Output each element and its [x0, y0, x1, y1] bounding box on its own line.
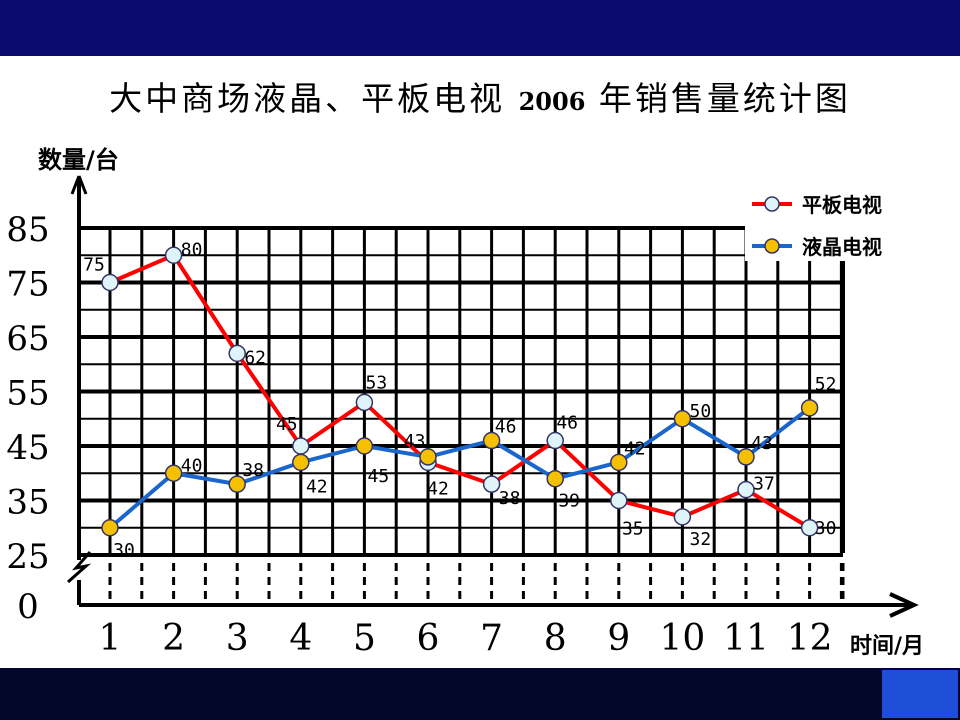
y-axis-arrow	[70, 175, 88, 195]
data-point-lcd-tv	[292, 453, 310, 472]
x-tick-label: 11	[723, 618, 769, 659]
x-tick-label: 1	[99, 618, 122, 659]
data-point-flat-tv	[737, 480, 755, 499]
data-label-lcd-tv: 42	[624, 438, 646, 459]
data-label-flat-tv: 37	[753, 474, 775, 495]
data-label-lcd-tv: 43.	[404, 431, 437, 452]
title-before: 大中商场液晶、平板电视	[109, 79, 506, 118]
data-point-lcd-tv	[737, 448, 755, 466]
data-label-lcd-tv: 30	[113, 540, 135, 561]
legend-swatch-marker	[764, 196, 780, 212]
data-label-flat-tv: 53	[366, 372, 388, 393]
title-after: 年销售量统计图	[598, 79, 851, 118]
x-axis-label: 时间/月	[850, 634, 924, 659]
legend-swatch-marker	[764, 238, 780, 254]
x-tick-label: 4	[289, 618, 312, 659]
data-label-lcd-tv: 50	[690, 401, 712, 422]
data-point-lcd-tv	[673, 410, 692, 428]
axis-break-mark	[67, 551, 92, 584]
data-label-flat-tv: 75	[83, 255, 105, 276]
data-label-lcd-tv: 46	[495, 417, 517, 438]
x-tick-label: 8	[544, 618, 567, 659]
series-line-flat-tv	[109, 253, 811, 530]
x-tick-label: 2	[162, 618, 185, 659]
data-point-flat-tv	[800, 519, 819, 537]
data-point-flat-tv	[546, 431, 564, 450]
series-line-lcd-tv	[108, 406, 811, 530]
y-tick-label: 85	[6, 210, 49, 250]
y-tick-label: 65	[6, 319, 49, 359]
x-tick-label: 7	[480, 618, 503, 659]
data-point-lcd-tv	[355, 437, 374, 455]
data-point-lcd-tv	[228, 475, 246, 493]
y-tick-label: 25	[6, 537, 49, 577]
data-label-flat-tv: 62	[244, 347, 266, 368]
data-label-lcd-tv: 38	[242, 460, 264, 481]
x-tick-label: 12	[787, 618, 833, 659]
series-lines	[108, 253, 811, 530]
data-label-flat-tv: 38	[499, 488, 521, 509]
y-tick-label: 0	[17, 587, 39, 627]
data-point-lcd-tv	[482, 431, 501, 450]
data-point-flat-tv	[482, 475, 501, 493]
data-point-flat-tv	[164, 246, 183, 264]
data-label-lcd-tv: 40	[181, 455, 203, 476]
x-tick-label: 6	[417, 618, 440, 659]
y-tick-label: 55	[6, 374, 49, 414]
axes	[67, 175, 919, 618]
x-tick-label: 3	[226, 618, 249, 659]
data-point-lcd-tv	[610, 453, 628, 472]
bottom-band	[0, 668, 960, 720]
data-point-lcd-tv	[164, 464, 183, 482]
data-label-lcd-tv: 52	[815, 374, 837, 395]
data-label-lcd-tv: 45	[368, 466, 390, 487]
legend-label: 液晶电视	[802, 235, 882, 259]
data-point-lcd-tv	[419, 448, 437, 466]
y-tick-label: 45	[6, 428, 49, 468]
data-point-flat-tv	[610, 491, 628, 510]
data-point-flat-tv	[292, 437, 310, 455]
data-label-flat-tv: 45	[276, 414, 298, 435]
data-point-lcd-tv	[546, 469, 564, 488]
chart-title: 大中商场液晶、平板电视 2006 年销售量统计图	[0, 72, 960, 120]
series-points	[101, 246, 819, 537]
data-label-lcd-tv: 43	[751, 433, 773, 454]
data-label-flat-tv: 30	[815, 518, 837, 539]
data-label-lcd-tv: 42	[306, 476, 328, 497]
grid	[79, 226, 845, 603]
data-point-flat-tv	[101, 273, 119, 292]
data-label-flat-tv: 35	[622, 519, 644, 540]
title-year: 2006	[518, 87, 586, 116]
x-tick-label: 10	[659, 618, 705, 659]
data-label-flat-tv: 80	[181, 239, 203, 260]
y-tick-label: 35	[6, 483, 49, 523]
data-labels: 75 80 62 45 53 42 38 46 35 32 37 30 30 40 38 42 45 43. 46 3…	[83, 239, 836, 561]
data-point-flat-tv	[228, 344, 246, 363]
data-label-flat-tv: 32	[690, 529, 712, 550]
top-band	[0, 0, 960, 56]
data-point-lcd-tv	[800, 399, 819, 417]
x-tick-label: 9	[607, 618, 630, 659]
data-point-flat-tv	[355, 393, 374, 412]
data-point-flat-tv	[673, 508, 692, 526]
data-label-lcd-tv: 39	[558, 491, 580, 512]
y-tick-label: 75	[6, 265, 49, 305]
corner-box	[882, 670, 958, 718]
legend-label: 平板电视	[802, 193, 882, 217]
y-axis-label: 数量/台	[38, 146, 119, 174]
data-label-flat-tv: 46	[556, 413, 578, 434]
data-label-flat-tv: 42	[427, 478, 449, 499]
data-point-lcd-tv	[101, 519, 119, 537]
x-tick-label: 5	[353, 618, 376, 659]
x-axis-arrow	[889, 592, 919, 618]
